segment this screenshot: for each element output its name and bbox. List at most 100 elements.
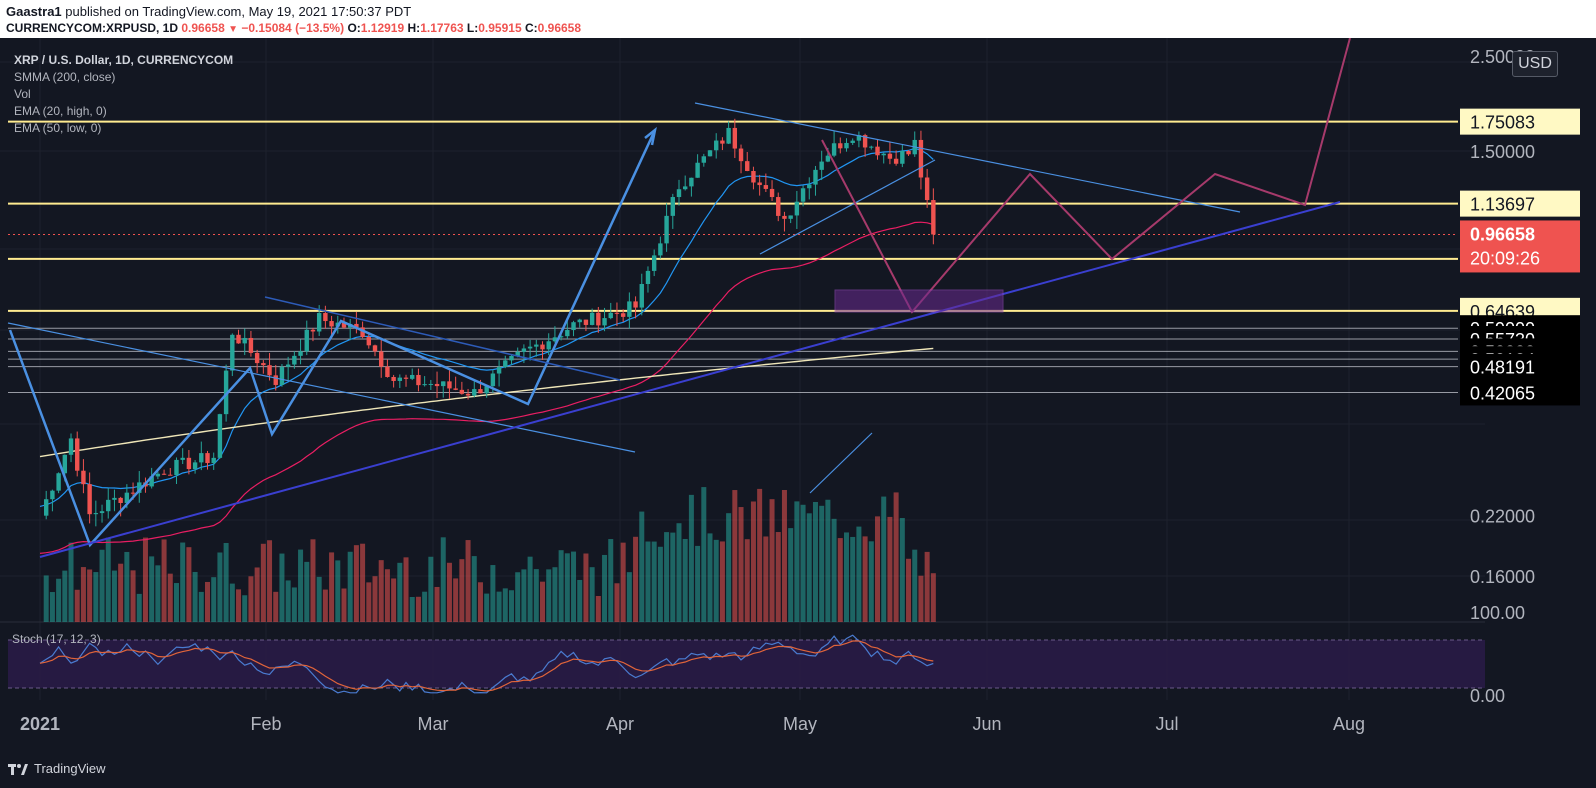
candle-body	[732, 127, 738, 149]
volume-bar	[304, 561, 310, 622]
candle-body	[577, 319, 582, 323]
candle-body	[540, 344, 545, 350]
legend-ema-low[interactable]: EMA (50, low, 0)	[14, 121, 102, 135]
volume-bar	[205, 581, 211, 622]
tradingview-logo[interactable]: TradingView	[8, 761, 106, 776]
candle-body	[745, 161, 750, 171]
arrow-head-icon	[644, 126, 657, 146]
volume-bar	[335, 560, 341, 622]
candle-body	[583, 319, 589, 325]
candle-body	[589, 312, 595, 325]
volume-bar	[211, 577, 217, 622]
volume-bar	[136, 593, 142, 622]
volume-bar	[719, 541, 725, 622]
y-axis-label: 0.22000	[1470, 507, 1535, 527]
volume-bar	[186, 547, 192, 622]
volume-bar	[496, 591, 502, 622]
level-label: 0.48191	[1470, 358, 1535, 378]
volume-bar	[850, 536, 856, 622]
volume-bar	[273, 591, 279, 622]
candle-body	[397, 377, 403, 381]
candle-body	[639, 284, 644, 308]
level-lines	[8, 120, 1458, 393]
volume-bar	[223, 542, 229, 622]
footer: TradingView	[0, 752, 1596, 788]
candle-body	[807, 184, 812, 189]
publisher-name[interactable]: Gaastra1	[6, 4, 62, 19]
level-tag	[1460, 190, 1580, 217]
volume-bar	[260, 543, 266, 622]
candles	[44, 118, 936, 527]
wave-drawing	[8, 129, 657, 548]
volume-bar	[695, 545, 701, 622]
high-value: 1.17763	[420, 21, 464, 35]
candle-body	[99, 511, 105, 514]
legend-title[interactable]: XRP / U.S. Dollar, 1D, CURRENCYCOM	[14, 53, 234, 67]
legend-volume[interactable]: Vol	[14, 87, 31, 101]
volume-bar	[750, 501, 756, 622]
volume-bar	[118, 563, 124, 622]
volume-bar	[192, 571, 198, 622]
last-price-tag	[1460, 220, 1580, 273]
candle-body	[608, 312, 613, 319]
volume-bar	[391, 578, 397, 622]
volume-bar	[775, 532, 781, 622]
volume-bar	[130, 570, 136, 622]
candle-body	[366, 337, 372, 346]
candle-body	[875, 146, 880, 156]
last-price-label: 0.96658	[1470, 224, 1535, 244]
volume-bar	[440, 537, 446, 622]
volume-bar	[881, 496, 887, 622]
tradingview-logo-icon	[8, 762, 28, 776]
volume-bar	[651, 541, 657, 622]
candle-body	[571, 322, 576, 331]
candle-body	[93, 513, 99, 515]
candle-body	[279, 366, 285, 385]
volume-bar	[819, 505, 825, 622]
volume-bar	[99, 549, 105, 622]
volume-bar	[639, 511, 645, 622]
candle-body	[149, 476, 154, 487]
low-value: 0.95915	[478, 21, 522, 35]
volume-bar	[906, 558, 912, 622]
volume-bar	[279, 553, 285, 622]
price-chart[interactable]: 1.750831.136970.850000.646390.590000.557…	[0, 38, 1596, 752]
volume-bar	[664, 532, 670, 622]
legend-smma[interactable]: SMMA (200, close)	[14, 70, 116, 84]
currency-button[interactable]: USD	[1512, 51, 1558, 77]
candle-body	[161, 473, 167, 475]
volume-bar	[552, 567, 558, 622]
volume-bar	[248, 576, 254, 622]
candle-body	[627, 301, 632, 317]
stoch-legend[interactable]: Stoch (17, 12, 3)	[12, 632, 101, 646]
candle-body	[354, 323, 359, 328]
volume-bar	[595, 595, 601, 622]
volume-bar	[508, 590, 514, 622]
candle-body	[900, 150, 905, 164]
x-axis-label: Jun	[972, 714, 1001, 734]
volume-bar	[800, 504, 806, 622]
candle-body	[304, 329, 309, 352]
volume-bar	[843, 532, 849, 622]
candle-body	[403, 377, 409, 379]
candle-body	[310, 329, 316, 332]
volume-bar	[409, 596, 415, 622]
candle-body	[869, 146, 874, 148]
volume-bar	[80, 567, 86, 622]
candle-body	[391, 376, 396, 381]
volume-bar	[353, 545, 359, 622]
volume-bar	[254, 567, 260, 622]
candle-body	[707, 150, 713, 157]
candle-body	[130, 492, 136, 494]
candle-body	[75, 438, 80, 471]
legend-ema-high[interactable]: EMA (20, high, 0)	[14, 104, 107, 118]
candle-body	[205, 453, 210, 464]
volume-bar	[577, 579, 583, 622]
level-label: 1.75083	[1470, 113, 1535, 133]
volume-bar	[142, 537, 148, 622]
volume-bar	[887, 516, 893, 622]
volume-bar	[862, 536, 868, 622]
smma-line	[39, 347, 934, 458]
symbol-label: CURRENCYCOM:XRPUSD, 1D	[6, 21, 179, 35]
volume-bar	[446, 562, 452, 622]
